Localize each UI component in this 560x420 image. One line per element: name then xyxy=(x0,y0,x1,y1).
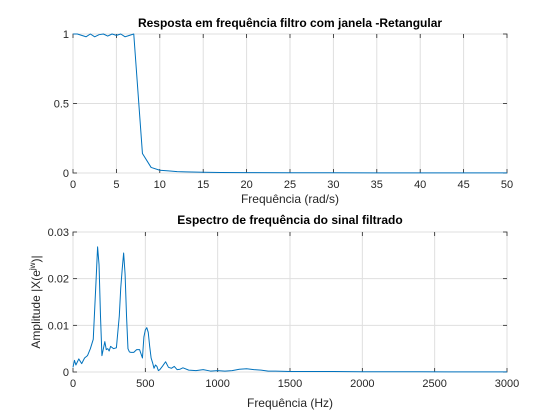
filtered-spectrum-x-label: Frequência (Hz) xyxy=(247,396,333,410)
x-tick-label: 500 xyxy=(136,378,154,390)
filtered-spectrum-y-tick-labels: 0 0.01 0.02 0.03 xyxy=(48,227,69,379)
x-tick-label: 10 xyxy=(154,179,166,191)
x-tick-label: 0 xyxy=(70,378,76,390)
x-tick-label: 2500 xyxy=(422,378,446,390)
y-tick-label: 0.02 xyxy=(48,274,69,286)
filtered-spectrum-plot: Espectro de frequência do sinal filtrado… xyxy=(28,213,519,410)
x-tick-label: 30 xyxy=(327,179,339,191)
y-tick-label: 0 xyxy=(63,168,69,180)
frequency-response-grid xyxy=(72,33,508,174)
x-tick-label: 3000 xyxy=(495,378,519,390)
frequency-response-plot: Resposta em frequência filtro com janela… xyxy=(54,16,513,206)
x-tick-label: 45 xyxy=(457,179,469,191)
frequency-response-line xyxy=(73,33,508,174)
y-tick-label: 0.5 xyxy=(54,99,69,111)
frequency-response-x-label: Frequência (rad/s) xyxy=(241,192,339,206)
x-tick-label: 15 xyxy=(197,179,209,191)
x-tick-label: 20 xyxy=(240,179,252,191)
filtered-spectrum-y-label: Amplitude |X(ejw)| xyxy=(28,255,43,348)
x-tick-label: 5 xyxy=(113,179,119,191)
y-label-base: Amplitude |X(e xyxy=(29,270,43,349)
x-tick-label: 1500 xyxy=(278,378,302,390)
filtered-spectrum-x-tick-labels: 0 500 1000 1500 2000 2500 3000 xyxy=(70,378,519,390)
y-tick-label: 0.01 xyxy=(48,320,69,332)
x-tick-label: 1000 xyxy=(205,378,229,390)
x-tick-label: 50 xyxy=(501,179,513,191)
x-tick-label: 0 xyxy=(70,179,76,191)
filtered-spectrum-line xyxy=(72,246,508,373)
filtered-spectrum-title: Espectro de frequência do sinal filtrado xyxy=(177,213,402,227)
x-tick-label: 40 xyxy=(414,179,426,191)
frequency-response-title: Resposta em frequência filtro com janela… xyxy=(138,16,442,30)
x-tick-label: 25 xyxy=(284,179,296,191)
y-tick-label: 1 xyxy=(63,29,69,41)
y-tick-label: 0.03 xyxy=(48,227,69,239)
y-label-superscript: jw xyxy=(28,262,37,271)
y-tick-label: 0 xyxy=(63,367,69,379)
x-tick-label: 2000 xyxy=(350,378,374,390)
frequency-response-y-tick-labels: 00.51 xyxy=(54,29,69,180)
x-tick-label: 35 xyxy=(371,179,383,191)
y-label-tail: )| xyxy=(29,255,43,262)
frequency-response-x-tick-labels: 0 5 10 15 20 25 30 35 40 45 50 xyxy=(70,179,513,191)
